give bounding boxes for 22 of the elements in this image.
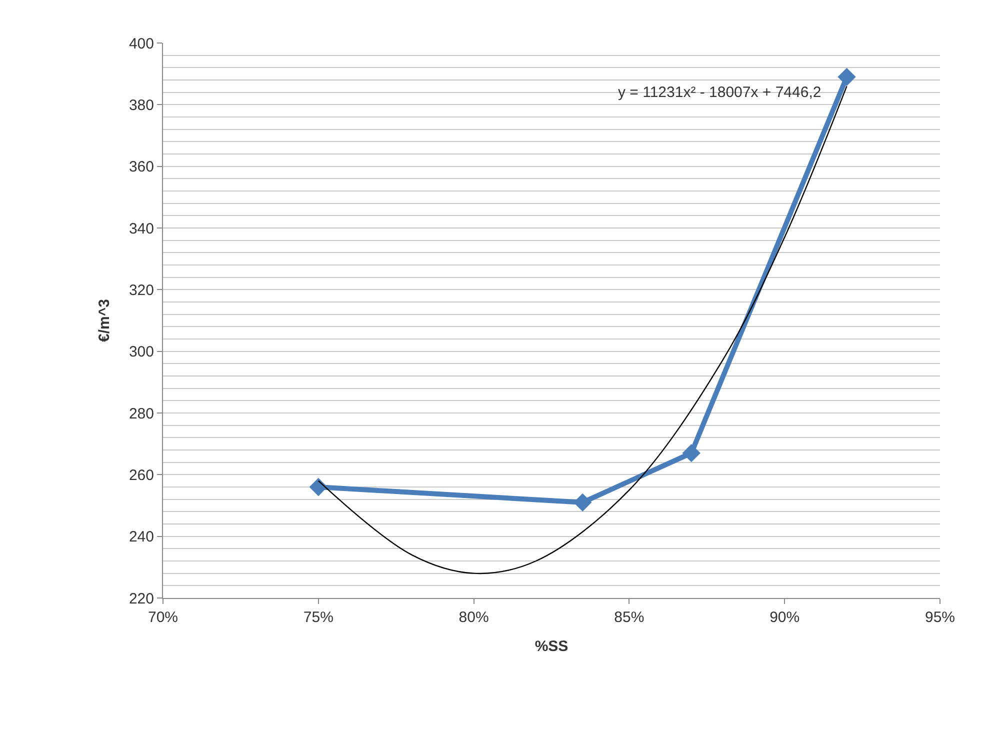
y-axis-title: €/m^3: [96, 299, 114, 342]
x-tick-label: 80%: [458, 609, 489, 626]
y-tick-label: 280: [128, 405, 154, 422]
y-tick-label: 220: [128, 590, 154, 608]
y-tick-label: 260: [128, 466, 154, 484]
y-tick-label: 380: [128, 96, 154, 114]
x-tick-label: 75%: [303, 609, 334, 626]
x-axis-title: %SS: [534, 638, 568, 655]
y-tick-label: 400: [128, 35, 154, 52]
y-tick-label: 360: [128, 158, 154, 176]
x-tick-label: 70%: [148, 609, 178, 626]
y-tick-label: 300: [128, 344, 154, 361]
y-tick-label: 340: [128, 220, 154, 238]
x-tick-label: 90%: [770, 609, 800, 626]
point: [838, 68, 856, 86]
x-tick-label: 95%: [924, 609, 956, 626]
annotation: y = 11231x² - 18007x + 7446,2: [618, 84, 822, 101]
point: [309, 478, 328, 496]
x-tick-label: 85%: [614, 609, 644, 626]
point: [682, 444, 700, 462]
y-tick-label: 320: [128, 282, 154, 299]
y-tick-label: 240: [128, 528, 154, 546]
